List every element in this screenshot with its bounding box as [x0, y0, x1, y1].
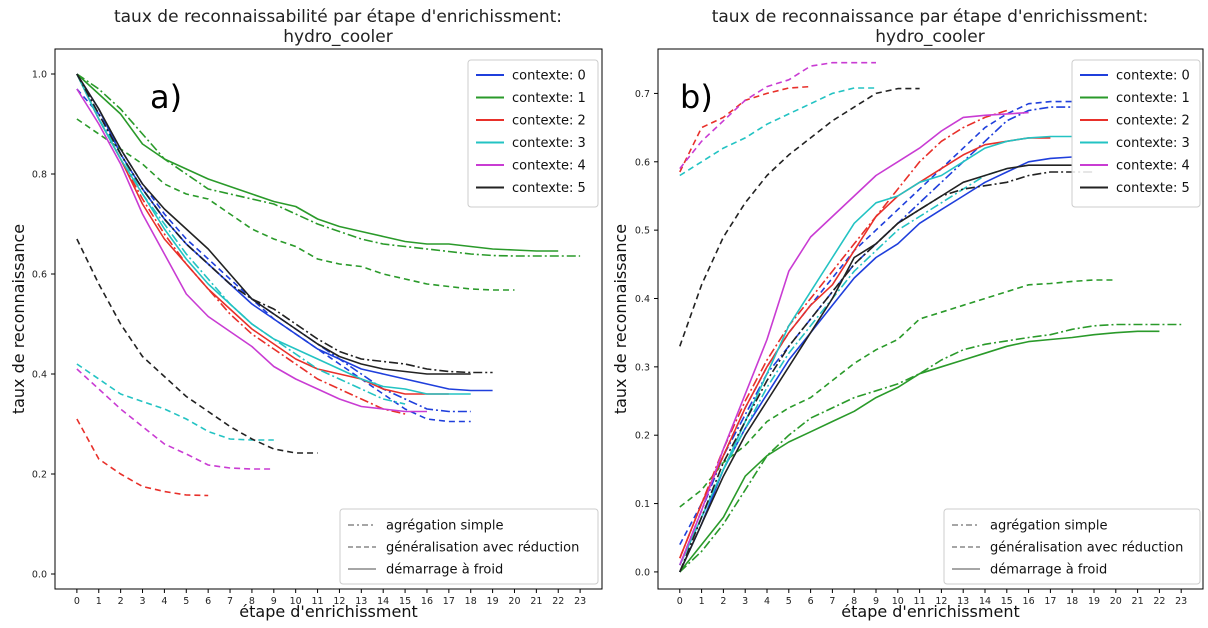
style-legend-label: agrégation simple — [990, 519, 1107, 534]
y-tick-label: 0.4 — [32, 370, 47, 381]
x-axis-label: étape d'enrichissment — [239, 602, 417, 621]
style-legend-label: démarrage à froid — [990, 563, 1107, 578]
y-tick-label: 0.8 — [32, 170, 47, 181]
chart-title-line: taux de reconnaissance par étape d'enric… — [712, 7, 1149, 27]
y-tick-label: 0.3 — [635, 362, 650, 373]
legend-label: contexte: 0 — [512, 69, 586, 84]
x-tick-label: 1 — [96, 596, 102, 607]
x-tick-label: 17 — [1044, 596, 1056, 607]
x-tick-label: 5 — [183, 596, 189, 607]
style-legend-label: généralisation avec réduction — [990, 541, 1183, 556]
x-tick-label: 4 — [161, 596, 167, 607]
chart-title-line: taux de reconnaissabilité par étape d'en… — [114, 7, 562, 27]
x-tick-label: 2 — [720, 596, 726, 607]
x-tick-label: 1 — [699, 596, 705, 607]
x-tick-label: 7 — [227, 596, 233, 607]
x-tick-label: 18 — [1066, 596, 1078, 607]
x-tick-label: 20 — [1110, 596, 1122, 607]
x-tick-label: 23 — [574, 596, 586, 607]
chart-title-line: hydro_cooler — [875, 27, 984, 47]
legend-label: contexte: 1 — [512, 91, 586, 106]
y-tick-label: 0.4 — [635, 294, 650, 305]
x-tick-label: 3 — [742, 596, 748, 607]
legend-label: contexte: 4 — [1116, 159, 1190, 174]
x-tick-label: 0 — [677, 596, 683, 607]
y-tick-label: 1.0 — [32, 70, 47, 81]
x-tick-label: 19 — [1088, 596, 1100, 607]
x-tick-label: 4 — [764, 596, 770, 607]
legend-label: contexte: 1 — [1116, 91, 1190, 106]
x-tick-label: 23 — [1175, 596, 1187, 607]
panel-label: a) — [150, 78, 182, 116]
x-tick-label: 16 — [1023, 596, 1035, 607]
x-tick-label: 0 — [74, 596, 80, 607]
legend-label: contexte: 2 — [1116, 114, 1190, 129]
legend-label: contexte: 3 — [512, 136, 586, 151]
x-tick-label: 18 — [465, 596, 477, 607]
style-legend-label: agrégation simple — [386, 519, 503, 534]
legend-label: contexte: 5 — [1116, 181, 1190, 196]
legend-label: contexte: 4 — [512, 159, 586, 174]
panel-label: b) — [680, 78, 713, 116]
x-tick-label: 6 — [808, 596, 814, 607]
x-tick-label: 22 — [552, 596, 564, 607]
y-tick-label: 0.6 — [32, 270, 47, 281]
chart-b: taux de reconnaissance par étape d'enric… — [611, 7, 1203, 621]
y-tick-label: 0.1 — [635, 499, 650, 510]
y-tick-label: 0.0 — [635, 567, 650, 578]
x-tick-label: 21 — [1132, 596, 1144, 607]
y-axis-label: taux de reconnaissance — [9, 224, 28, 414]
style-legend-label: démarrage à froid — [386, 563, 503, 578]
y-tick-label: 0.5 — [635, 226, 650, 237]
x-tick-label: 21 — [530, 596, 542, 607]
x-tick-label: 7 — [829, 596, 835, 607]
y-tick-label: 0.2 — [635, 431, 650, 442]
x-tick-label: 20 — [508, 596, 520, 607]
y-tick-label: 0.0 — [32, 570, 47, 581]
y-tick-label: 0.6 — [635, 157, 650, 168]
x-tick-label: 17 — [443, 596, 455, 607]
y-tick-label: 0.7 — [635, 89, 650, 100]
x-tick-label: 2 — [118, 596, 124, 607]
y-tick-label: 0.2 — [32, 470, 47, 481]
x-tick-label: 5 — [786, 596, 792, 607]
legend-label: contexte: 0 — [1116, 69, 1190, 84]
legend-label: contexte: 2 — [512, 114, 586, 129]
x-tick-label: 19 — [487, 596, 499, 607]
x-tick-label: 3 — [139, 596, 145, 607]
legend-label: contexte: 5 — [512, 181, 586, 196]
style-legend-label: généralisation avec réduction — [386, 541, 579, 556]
x-tick-label: 16 — [421, 596, 433, 607]
x-axis-label: étape d'enrichissment — [841, 602, 1019, 621]
y-axis-label: taux de reconnaissance — [611, 224, 630, 414]
legend-label: contexte: 3 — [1116, 136, 1190, 151]
x-tick-label: 22 — [1153, 596, 1165, 607]
x-tick-label: 6 — [205, 596, 211, 607]
chart-a: taux de reconnaissabilité par étape d'en… — [9, 7, 602, 621]
chart-title-line: hydro_cooler — [283, 27, 392, 47]
